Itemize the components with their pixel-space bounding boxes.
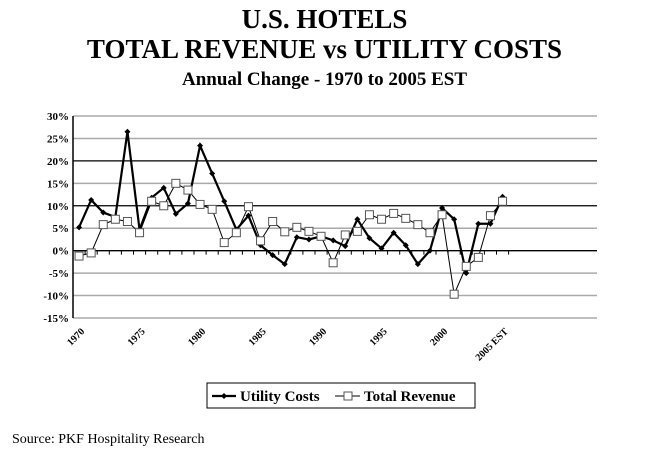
y-tick-label: -15% (43, 313, 69, 325)
utility-costs-point (124, 128, 131, 135)
chart-subtitle: Annual Change - 1970 to 2005 EST (181, 69, 468, 90)
utility-costs-point (160, 184, 167, 191)
utility-costs-point (426, 247, 433, 254)
total-revenue-point (147, 196, 157, 206)
total-revenue-point (413, 220, 423, 230)
utility-costs-point (366, 235, 373, 242)
total-revenue-point (352, 226, 362, 236)
utility-costs-point (172, 210, 179, 217)
utility-costs-point (281, 261, 288, 268)
utility-costs-point (305, 236, 312, 243)
total-revenue-point (207, 204, 217, 214)
utility-costs-point (221, 198, 228, 205)
y-tick-label: 30% (47, 111, 69, 123)
total-revenue-point (316, 231, 326, 241)
y-tick-label: 20% (47, 156, 69, 168)
total-revenue-point (195, 199, 205, 209)
y-tick-label: 0% (53, 246, 70, 258)
utility-costs-point (88, 196, 95, 203)
total-revenue-point (425, 228, 435, 238)
y-tick-label: -10% (43, 291, 69, 303)
source-note: Source: PKF Hospitality Research (12, 432, 205, 447)
total-revenue-point (389, 208, 399, 218)
total-revenue-point (86, 248, 96, 258)
total-revenue-point (461, 261, 471, 271)
total-revenue-point (364, 210, 374, 220)
y-tick-label: 10% (47, 201, 69, 213)
utility-costs-point (330, 237, 337, 244)
total-revenue-point (328, 258, 338, 268)
total-revenue-point (110, 214, 120, 224)
utility-costs-point (463, 270, 470, 277)
utility-costs-point (197, 142, 204, 149)
x-tick-label: 1970 (65, 326, 87, 348)
x-tick-label: 1975 (126, 326, 148, 348)
total-revenue-point (401, 213, 411, 223)
utility-costs-point (378, 245, 385, 252)
utility-costs-point (451, 216, 458, 223)
total-revenue-point (473, 252, 483, 262)
utility-costs-point (475, 220, 482, 227)
x-tick-label: 1985 (247, 326, 269, 348)
x-tick-label: 2000 (428, 326, 450, 348)
total-revenue-point (485, 211, 495, 221)
total-revenue-point (256, 236, 266, 246)
series-line-utility-costs (78, 131, 504, 274)
utility-costs-point (209, 170, 216, 177)
utility-costs-point (184, 200, 191, 207)
x-tick-label: 2005 EST (474, 326, 511, 363)
total-revenue-point (268, 216, 278, 226)
legend-label-utility-costs: Utility Costs (240, 389, 320, 405)
x-tick-label: 1990 (307, 326, 329, 348)
total-revenue-point (98, 220, 108, 230)
total-revenue-point (340, 230, 350, 240)
total-revenue-point (437, 210, 447, 220)
total-revenue-point (377, 214, 387, 224)
total-revenue-point (449, 289, 459, 299)
utility-costs-point (390, 229, 397, 236)
utility-costs-point (293, 234, 300, 241)
utility-costs-point (439, 205, 446, 212)
total-revenue-point (135, 228, 145, 238)
y-tick-label: 5% (53, 223, 70, 235)
x-tick-label: 1980 (186, 326, 208, 348)
utility-costs-point (245, 212, 252, 219)
total-revenue-point (159, 201, 169, 211)
chart-title-2: TOTAL REVENUE vs UTILITY COSTS (86, 34, 563, 64)
utility-costs-point (354, 216, 361, 223)
y-tick-label: 25% (47, 133, 69, 145)
total-revenue-point (243, 202, 253, 212)
chart-title: U.S. HOTELS (241, 4, 408, 34)
total-revenue-point (74, 251, 84, 261)
total-revenue-point (304, 226, 314, 236)
y-tick-label: -5% (49, 268, 69, 280)
total-revenue-point (292, 222, 302, 232)
legend: Utility Costs Total Revenue (206, 382, 476, 409)
utility-costs-point (100, 209, 107, 216)
total-revenue-point (171, 178, 181, 188)
series-line-total-revenue (78, 182, 503, 296)
utility-costs-point (76, 224, 83, 231)
y-tick-label: 15% (47, 178, 69, 190)
utility-costs-point (342, 243, 349, 250)
total-revenue-point (219, 238, 229, 248)
utility-costs-point (402, 242, 409, 249)
total-revenue-point (122, 216, 132, 226)
total-revenue-point (231, 228, 241, 238)
total-revenue-point (498, 196, 508, 206)
x-tick-label: 1995 (368, 326, 390, 348)
legend-revenue-marker (343, 391, 353, 401)
legend-label-total-revenue: Total Revenue (364, 389, 456, 405)
utility-costs-point (414, 261, 421, 268)
legend-utility-marker (221, 393, 227, 399)
utility-costs-point (269, 252, 276, 259)
total-revenue-point (280, 227, 290, 237)
total-revenue-point (183, 185, 193, 195)
